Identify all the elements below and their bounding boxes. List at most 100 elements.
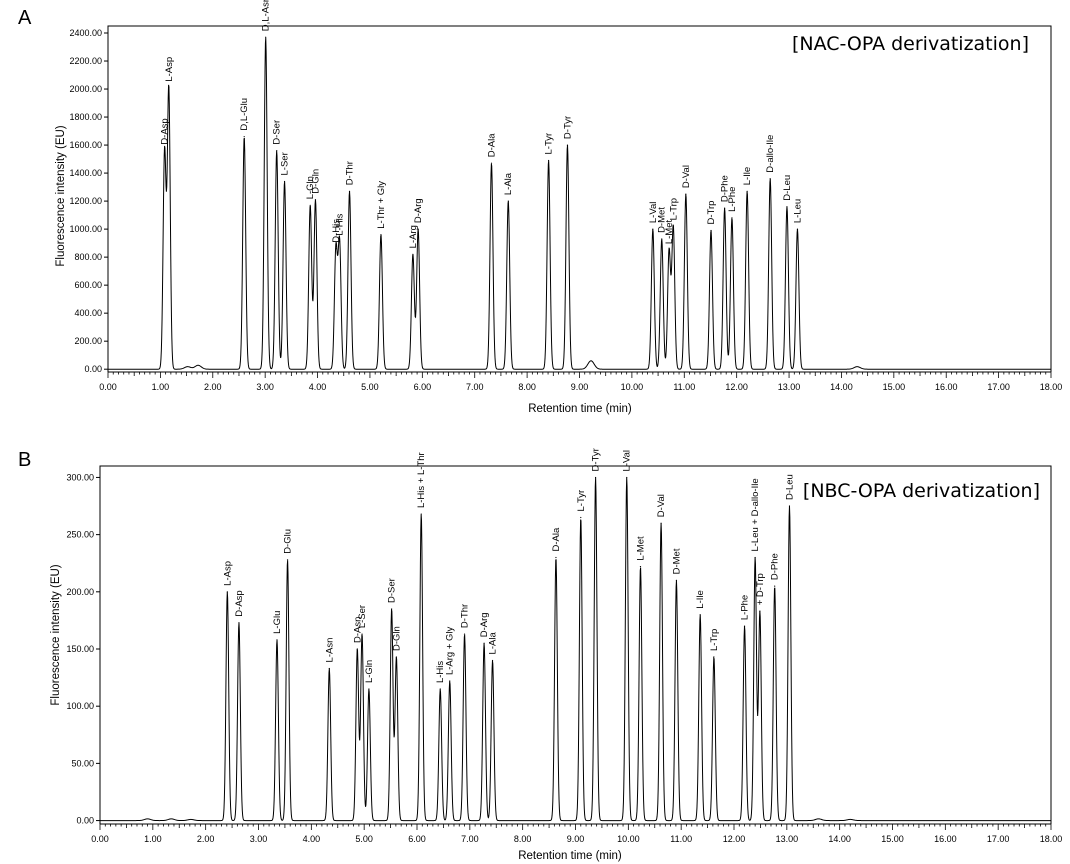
peak-apex bbox=[547, 159, 550, 162]
peak-apex bbox=[361, 633, 363, 635]
peak-label: L-Ser bbox=[357, 605, 368, 628]
peak-apex bbox=[507, 200, 509, 202]
peak-label: L-Asp bbox=[164, 57, 175, 82]
peak-label: D-Asp bbox=[160, 118, 171, 144]
peak-label: L-Ala bbox=[503, 172, 514, 195]
peak-label: L-Phe bbox=[727, 187, 738, 212]
x-tick-label: 14.00 bbox=[830, 382, 853, 392]
peak-apex bbox=[626, 476, 628, 479]
peak-apex bbox=[439, 688, 441, 690]
panel-letter: B bbox=[18, 449, 31, 471]
peak-label: L-Leu bbox=[792, 199, 803, 223]
peak-apex bbox=[314, 199, 317, 201]
peak-apex bbox=[660, 522, 662, 524]
y-tick-label: 2000.00 bbox=[69, 84, 102, 94]
peak-apex bbox=[668, 249, 670, 251]
x-axis-title: Retention time (min) bbox=[518, 850, 622, 862]
peak-apex bbox=[769, 178, 771, 180]
peak-label: L-His bbox=[335, 213, 346, 235]
peak-label: L-Gln bbox=[364, 660, 375, 683]
peak-apex bbox=[754, 556, 756, 559]
peak-label: D-Ala bbox=[551, 527, 562, 551]
peak-label: D-Ala bbox=[486, 133, 497, 157]
x-tick-label: 1.00 bbox=[152, 382, 170, 392]
peak-apex bbox=[368, 688, 370, 690]
panel-a-chart: A 0.00 200.00 400.00 600.00 800.00 1000.00 1200… bbox=[18, 0, 1062, 415]
x-tick-label: 14.00 bbox=[828, 834, 851, 844]
peak-label: D-Ser bbox=[272, 120, 283, 145]
x-tick-label: 16.00 bbox=[934, 834, 957, 844]
y-tick-label: 50.00 bbox=[71, 758, 94, 768]
peak-apex bbox=[786, 206, 788, 208]
y-tick-label: 1000.00 bbox=[69, 224, 102, 234]
peak-label: L-Arg + Gly bbox=[445, 626, 456, 675]
peak-apex bbox=[168, 87, 170, 89]
x-tick-label: 17.00 bbox=[987, 834, 1010, 844]
peak-label: L-Ser bbox=[280, 152, 291, 175]
peak-apex bbox=[238, 622, 240, 624]
peak-label: D-Leu bbox=[782, 175, 793, 201]
peak-label: L-Leu + D-allo-Ile bbox=[750, 478, 761, 551]
peak-label: L-Tyr bbox=[576, 490, 587, 512]
x-tick-label: 15.00 bbox=[881, 834, 904, 844]
peak-apex bbox=[380, 234, 382, 236]
peak-apex bbox=[338, 241, 341, 243]
peak-apex bbox=[639, 566, 642, 568]
y-tick-label: 1800.00 bbox=[69, 112, 102, 122]
peak-label: D-Met bbox=[671, 548, 682, 574]
peak-label: D-Val bbox=[681, 165, 692, 188]
x-tick-label: 8.00 bbox=[518, 382, 536, 392]
peak-label: L-Val bbox=[622, 450, 633, 471]
x-tick-label: 17.00 bbox=[987, 382, 1010, 392]
peak-label: D-Gln bbox=[310, 169, 321, 194]
peak-apex bbox=[594, 476, 597, 479]
panel-b-chart: B 0.00 50.00 100.00 150.00 200.00 250.00 300.00… bbox=[18, 448, 1062, 862]
peak-apex bbox=[710, 229, 712, 232]
peak-label: L-Val bbox=[648, 202, 659, 223]
x-tick-label: 10.00 bbox=[621, 382, 644, 392]
peak-apex bbox=[226, 591, 228, 593]
peak-apex bbox=[675, 579, 678, 581]
peak-apex bbox=[672, 225, 674, 227]
peak-label: D-Trp bbox=[706, 201, 717, 225]
peak-label: D-Val bbox=[656, 494, 667, 517]
plot-frame bbox=[107, 25, 1052, 372]
peak-label: D-Met bbox=[657, 207, 668, 233]
peak-label: D-Thr bbox=[460, 604, 471, 628]
peak-label: D-Tyr bbox=[591, 448, 602, 471]
x-tick-label: 9.00 bbox=[567, 834, 585, 844]
peak-label: D-Thr bbox=[345, 161, 356, 185]
x-tick-label: 4.00 bbox=[303, 834, 321, 844]
y-tick-label: 250.00 bbox=[66, 530, 94, 540]
peak-label: L-His + L-Thr bbox=[416, 452, 427, 508]
x-tick-label: 5.00 bbox=[361, 382, 379, 392]
y-tick-label: 800.00 bbox=[74, 252, 102, 262]
peak-label: L-Tyr bbox=[544, 133, 555, 155]
peak-apex bbox=[788, 505, 791, 507]
peak-apex bbox=[283, 180, 286, 183]
peak-label: D-Glu bbox=[283, 529, 294, 554]
x-tick-label: 16.00 bbox=[935, 382, 958, 392]
peak-label: D-Phe bbox=[720, 175, 731, 202]
peak-label: L-His bbox=[435, 661, 446, 683]
peak-label: D-allo-Ile bbox=[765, 135, 776, 173]
peak-apex bbox=[328, 667, 330, 670]
peak-apex bbox=[713, 656, 715, 658]
peak-apex bbox=[335, 248, 337, 250]
peak-apex bbox=[796, 228, 799, 230]
y-axis-title: Fluorescence intensity (EU) bbox=[50, 564, 62, 705]
x-tick-label: 13.00 bbox=[778, 382, 801, 392]
x-tick-label: 3.00 bbox=[250, 834, 268, 844]
peak-apex bbox=[652, 228, 654, 230]
peak-apex bbox=[463, 633, 466, 635]
y-tick-label: 600.00 bbox=[74, 280, 102, 290]
peak-apex bbox=[555, 556, 557, 559]
peak-apex bbox=[420, 513, 422, 515]
peak-apex bbox=[417, 228, 419, 230]
peak-label: L-Met bbox=[635, 536, 646, 561]
derivatization-label: [NBC-OPA derivatization] bbox=[803, 480, 1040, 502]
peak-label: D-Tyr bbox=[562, 116, 573, 139]
peak-label: D-Ser bbox=[387, 578, 398, 603]
x-tick-label: 12.00 bbox=[725, 382, 748, 392]
